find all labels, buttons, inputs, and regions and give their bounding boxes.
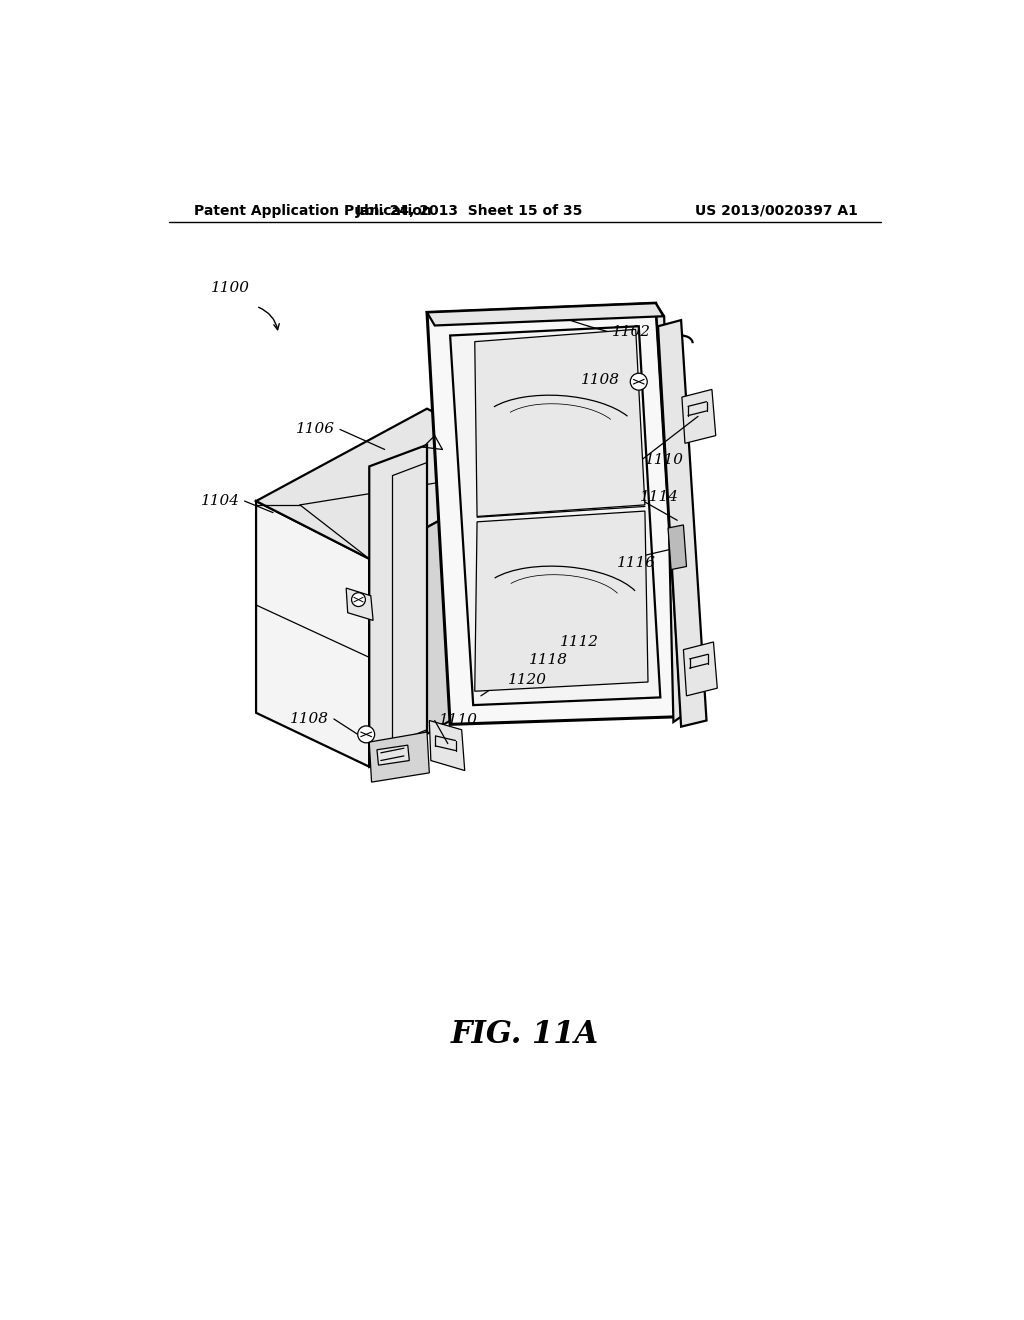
Text: FIG. 11A: FIG. 11A	[451, 1019, 599, 1051]
Polygon shape	[429, 721, 465, 771]
Text: 1114: 1114	[640, 490, 679, 504]
Text: 1112: 1112	[560, 635, 599, 649]
Polygon shape	[658, 321, 707, 726]
Polygon shape	[427, 304, 681, 725]
Polygon shape	[451, 326, 660, 705]
Text: 1116: 1116	[617, 556, 656, 570]
Polygon shape	[682, 389, 716, 444]
Polygon shape	[377, 744, 410, 766]
Text: 1100: 1100	[211, 281, 250, 294]
Text: Jan. 24, 2013  Sheet 15 of 35: Jan. 24, 2013 Sheet 15 of 35	[355, 203, 583, 218]
Polygon shape	[256, 409, 539, 558]
Polygon shape	[370, 466, 539, 767]
Polygon shape	[370, 733, 429, 781]
Polygon shape	[668, 525, 686, 570]
Polygon shape	[655, 304, 681, 722]
Text: 1108: 1108	[581, 374, 620, 387]
Text: 1102: 1102	[611, 325, 651, 339]
Polygon shape	[256, 502, 370, 767]
Text: 1110: 1110	[645, 453, 684, 467]
Text: US 2013/0020397 A1: US 2013/0020397 A1	[695, 203, 858, 218]
Polygon shape	[427, 304, 664, 326]
Text: 1106: 1106	[296, 422, 335, 437]
Polygon shape	[370, 445, 427, 752]
Text: 1118: 1118	[529, 653, 568, 668]
Polygon shape	[346, 589, 373, 620]
Circle shape	[357, 726, 375, 743]
Text: 1110: 1110	[438, 714, 477, 727]
Polygon shape	[475, 511, 648, 692]
Circle shape	[351, 593, 366, 607]
Text: Patent Application Publication: Patent Application Publication	[194, 203, 431, 218]
Polygon shape	[683, 642, 717, 696]
Text: 1104: 1104	[201, 494, 240, 508]
Circle shape	[631, 374, 647, 391]
Text: 1108: 1108	[290, 711, 330, 726]
Polygon shape	[475, 330, 645, 516]
Text: 1120: 1120	[508, 673, 547, 688]
